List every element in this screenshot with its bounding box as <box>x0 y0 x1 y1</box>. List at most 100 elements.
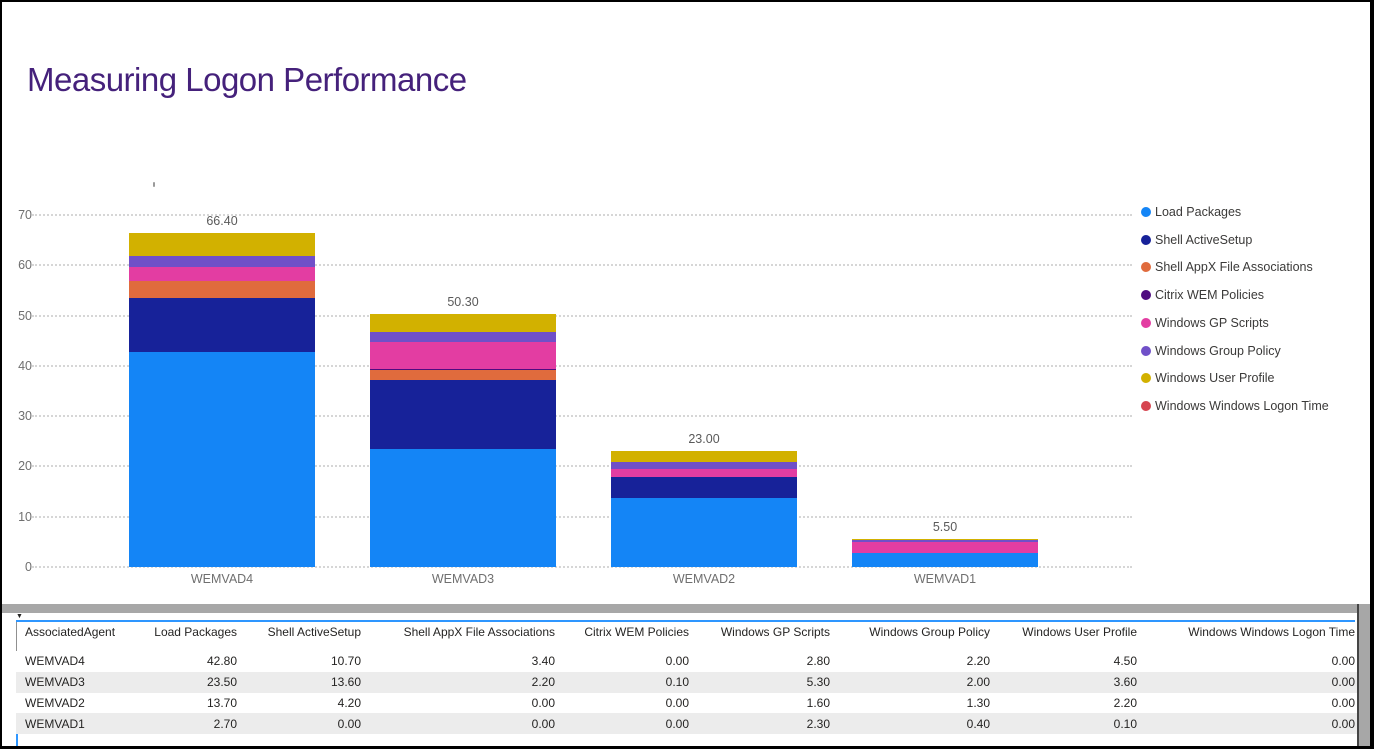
column-header-load-packages[interactable]: Load Packages <box>154 624 237 639</box>
legend-item-windows-gp-scripts[interactable]: Windows GP Scripts <box>1141 313 1269 333</box>
cell-wemvad1-associatedagent[interactable]: WEMVAD1 <box>25 716 85 731</box>
bar-segment-shell-appx-file-associations-wemvad3[interactable] <box>370 369 556 381</box>
cell-wemvad4-windows-gp-scripts[interactable]: 2.80 <box>806 654 830 669</box>
bar-segment-shell-activesetup-wemvad2[interactable] <box>611 476 797 499</box>
sort-indicator-icon[interactable]: ▼ <box>16 613 23 620</box>
cell-wemvad3-shell-activesetup[interactable]: 13.60 <box>330 675 361 690</box>
cell-wemvad2-windows-group-policy[interactable]: 1.30 <box>966 695 990 710</box>
cell-wemvad1-windows-user-profile[interactable]: 0.10 <box>1113 716 1137 731</box>
cell-wemvad1-windows-windows-logon-time[interactable]: 0.00 <box>1331 716 1355 731</box>
legend-dot-citrix-wem-policies <box>1141 290 1151 301</box>
cell-wemvad2-windows-user-profile[interactable]: 2.20 <box>1113 695 1137 710</box>
legend-item-windows-windows-logon-time[interactable]: Windows Windows Logon Time <box>1141 396 1329 416</box>
column-header-windows-gp-scripts[interactable]: Windows GP Scripts <box>720 624 830 639</box>
table-scroll-track-top[interactable] <box>2 604 1370 613</box>
bar-segment-shell-activesetup-wemvad3[interactable] <box>370 380 556 449</box>
legend-label: Windows Group Policy <box>1155 343 1281 358</box>
bar-total-label-wemvad4: 66.40 <box>206 214 238 229</box>
y-axis-tick-label: 10 <box>18 509 32 524</box>
legend-item-windows-user-profile[interactable]: Windows User Profile <box>1141 368 1274 388</box>
legend-item-windows-group-policy[interactable]: Windows Group Policy <box>1141 341 1281 361</box>
table-row-wemvad1[interactable]: WEMVAD1 2.70 0.00 0.00 0.00 2.30 0.40 0.10 0.00 <box>16 713 1357 734</box>
table-scroll-track-right-fill[interactable] <box>1359 604 1370 746</box>
cell-wemvad1-load-packages[interactable]: 2.70 <box>213 716 237 731</box>
bar-segment-windows-gp-scripts-wemvad4[interactable] <box>129 266 315 281</box>
bar-segment-citrix-wem-policies-wemvad3[interactable] <box>370 368 556 370</box>
cell-wemvad2-shell-activesetup[interactable]: 4.20 <box>337 695 361 710</box>
bar-segment-windows-group-policy-wemvad3[interactable] <box>370 332 556 343</box>
cell-wemvad3-shell-appx-file-associations[interactable]: 2.20 <box>531 675 555 690</box>
cell-wemvad2-shell-appx-file-associations[interactable]: 0.00 <box>531 695 555 710</box>
cell-wemvad1-citrix-wem-policies[interactable]: 0.00 <box>665 716 689 731</box>
cell-wemvad1-shell-appx-file-associations[interactable]: 0.00 <box>531 716 555 731</box>
column-header-windows-user-profile[interactable]: Windows User Profile <box>1022 624 1137 639</box>
bar-segment-windows-gp-scripts-wemvad1[interactable] <box>852 541 1038 554</box>
bar-segment-load-packages-wemvad3[interactable] <box>370 448 556 567</box>
cell-wemvad2-citrix-wem-policies[interactable]: 0.00 <box>665 695 689 710</box>
legend-item-shell-activesetup[interactable]: Shell ActiveSetup <box>1141 230 1252 250</box>
cell-wemvad1-windows-gp-scripts[interactable]: 2.30 <box>806 716 830 731</box>
column-header-shell-activesetup[interactable]: Shell ActiveSetup <box>267 624 361 639</box>
cell-wemvad3-associatedagent[interactable]: WEMVAD3 <box>25 675 85 690</box>
bar-segment-load-packages-wemvad4[interactable] <box>129 351 315 567</box>
bar-segment-windows-user-profile-wemvad4[interactable] <box>129 233 315 256</box>
gridline-y10 <box>32 515 1132 518</box>
x-axis-label-wemvad1: WEMVAD1 <box>913 572 977 586</box>
cell-wemvad2-windows-gp-scripts[interactable]: 1.60 <box>806 695 830 710</box>
cell-wemvad2-associatedagent[interactable]: WEMVAD2 <box>25 695 85 710</box>
cell-wemvad4-shell-appx-file-associations[interactable]: 3.40 <box>531 654 555 669</box>
legend-label: Citrix WEM Policies <box>1155 288 1265 303</box>
legend-item-load-packages[interactable]: Load Packages <box>1141 202 1241 222</box>
bar-segment-windows-gp-scripts-wemvad2[interactable] <box>611 468 797 477</box>
bar-segment-windows-group-policy-wemvad4[interactable] <box>129 255 315 267</box>
cell-wemvad2-windows-windows-logon-time[interactable]: 0.00 <box>1331 695 1355 710</box>
cell-wemvad4-citrix-wem-policies[interactable]: 0.00 <box>665 654 689 669</box>
table-header-row: AssociatedAgent Load Packages Shell Active… <box>16 613 1357 650</box>
column-header-windows-windows-logon-time[interactable]: Windows Windows Logon Time <box>1188 624 1355 639</box>
table-row-wemvad2[interactable]: WEMVAD2 13.70 4.20 0.00 0.00 1.60 1.30 2.20 0.00 <box>16 692 1357 714</box>
bar-segment-windows-user-profile-wemvad2[interactable] <box>611 451 797 463</box>
gridline-y20 <box>32 465 1132 468</box>
x-axis-label-wemvad3: WEMVAD3 <box>431 572 495 586</box>
cell-wemvad3-windows-group-policy[interactable]: 2.00 <box>966 675 990 690</box>
bar-segment-windows-gp-scripts-wemvad3[interactable] <box>370 342 556 369</box>
bar-segment-load-packages-wemvad2[interactable] <box>611 498 797 567</box>
y-axis-tick-label: 20 <box>18 459 32 474</box>
cell-wemvad4-windows-windows-logon-time[interactable]: 0.00 <box>1331 654 1355 669</box>
column-header-windows-group-policy[interactable]: Windows Group Policy <box>869 624 990 639</box>
cell-wemvad3-load-packages[interactable]: 23.50 <box>206 675 237 690</box>
cell-wemvad3-citrix-wem-policies[interactable]: 0.10 <box>665 675 689 690</box>
cell-wemvad3-windows-gp-scripts[interactable]: 5.30 <box>806 675 830 690</box>
bar-segment-load-packages-wemvad1[interactable] <box>852 553 1038 567</box>
cell-wemvad4-windows-user-profile[interactable]: 4.50 <box>1113 654 1137 669</box>
cell-wemvad4-associatedagent[interactable]: WEMVAD4 <box>25 654 85 669</box>
bar-total-label-wemvad3: 50.30 <box>447 295 479 310</box>
bar-segment-windows-group-policy-wemvad2[interactable] <box>611 462 797 469</box>
cell-wemvad4-shell-activesetup[interactable]: 10.70 <box>330 654 361 669</box>
cell-wemvad4-windows-group-policy[interactable]: 2.20 <box>966 654 990 669</box>
table-row-wemvad3[interactable]: WEMVAD3 23.50 13.60 2.20 0.10 5.30 2.00 3.60 0.0… <box>16 671 1357 693</box>
cell-wemvad2-load-packages[interactable]: 13.70 <box>206 695 237 710</box>
table-scroll-track-right[interactable] <box>1357 604 1359 746</box>
bar-segment-windows-user-profile-wemvad3[interactable] <box>370 314 556 333</box>
legend-dot-windows-gp-scripts <box>1141 317 1151 328</box>
bar-segment-windows-group-policy-wemvad1[interactable] <box>852 539 1038 542</box>
bar-segment-shell-appx-file-associations-wemvad4[interactable] <box>129 280 315 298</box>
column-header-shell-appx-file-associations[interactable]: Shell AppX File Associations <box>403 624 555 639</box>
bar-segment-windows-user-profile-wemvad1[interactable] <box>852 539 1038 540</box>
table-row-wemvad4[interactable]: WEMVAD4 42.80 10.70 3.40 0.00 2.80 2.20 4.50 0.0… <box>16 651 1357 672</box>
legend-dot-shell-appx-file-associations <box>1141 262 1151 273</box>
legend-item-citrix-wem-policies[interactable]: Citrix WEM Policies <box>1141 285 1264 305</box>
y-axis-tick-label: 50 <box>18 308 32 323</box>
cell-wemvad4-load-packages[interactable]: 42.80 <box>206 654 237 669</box>
legend-label: Load Packages <box>1155 205 1242 219</box>
cell-wemvad3-windows-windows-logon-time[interactable]: 0.00 <box>1331 675 1355 690</box>
bar-segment-shell-activesetup-wemvad4[interactable] <box>129 297 315 352</box>
cell-wemvad3-windows-user-profile[interactable]: 3.60 <box>1113 675 1137 690</box>
cell-wemvad1-shell-activesetup[interactable]: 0.00 <box>337 716 361 731</box>
column-header-associatedagent[interactable]: AssociatedAgent <box>25 624 116 639</box>
column-header-citrix-wem-policies[interactable]: Citrix WEM Policies <box>584 624 689 639</box>
stacked-bar-chart: 0 10 20 30 40 50 60 70 66.40 WEMVAD4 50.30 WEMVAD3 2… <box>2 2 1370 602</box>
cell-wemvad1-windows-group-policy[interactable]: 0.40 <box>966 716 990 731</box>
legend-item-shell-appx-file-associations[interactable]: Shell AppX File Associations <box>1141 257 1313 277</box>
